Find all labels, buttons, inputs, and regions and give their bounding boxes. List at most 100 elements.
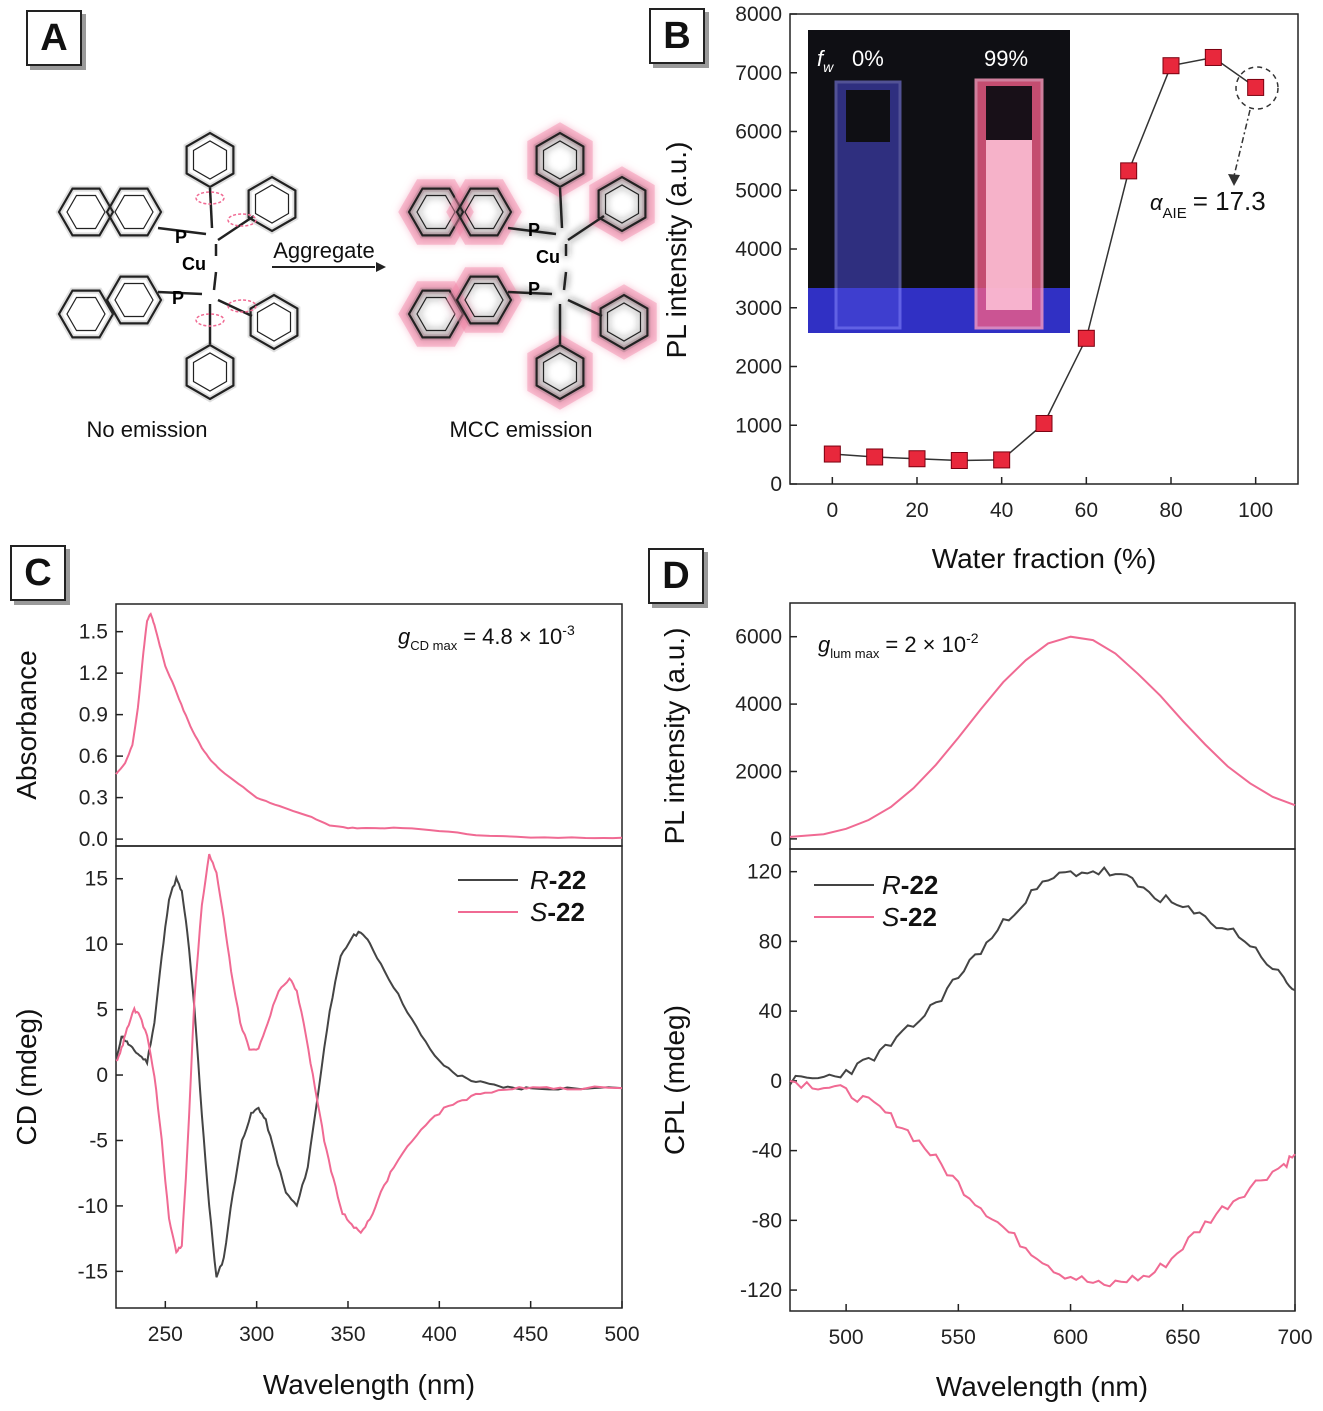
mol-right-ring-glow [446, 267, 522, 333]
annotation-arrow [1233, 109, 1251, 177]
chart-c-bottom-ytick-label: -15 [78, 1260, 108, 1283]
chart-b-ytick-label: 6000 [735, 121, 782, 144]
chart-d-xtick-label: 600 [1053, 1326, 1088, 1349]
mol-right-ring [597, 175, 647, 233]
chart-d-bottom-ytick-label: -80 [752, 1209, 782, 1232]
chart-b-xlabel: Water fraction (%) [932, 543, 1157, 574]
chart-d-bottom-ytick-label: 80 [759, 930, 782, 953]
mol-right-ring-inner [604, 184, 640, 224]
chart-b-data-point [866, 448, 884, 466]
mol-left-ring-inner [66, 296, 106, 332]
inset-99-percent: 99% [984, 46, 1028, 71]
chart-b-data-point [1120, 162, 1138, 180]
chart-b-ytick-label: 4000 [735, 238, 782, 261]
chart-d-bottom-ytick-label: 0 [770, 1070, 782, 1093]
annotation-arrow-head [1228, 174, 1240, 186]
g-lum-annotation: glum max = 2 × 10-2 [818, 630, 979, 661]
chart-b-ytick-label: 8000 [735, 3, 782, 26]
mol-left-ring-inner [192, 352, 228, 392]
mol-right-bond [567, 214, 605, 242]
mol-left-bond [217, 298, 253, 318]
chart-c-xtick-label: 350 [330, 1323, 365, 1346]
chart-d-series-s [789, 1080, 1296, 1288]
chart-b-ytick-label: 0 [770, 473, 782, 496]
chart-b-xtick-label: 80 [1159, 499, 1182, 522]
mol-left-ring-inner [114, 282, 154, 318]
chart-c-bottom-ytick-label: 0 [96, 1064, 108, 1087]
mol-right-ring-glow [589, 166, 655, 242]
legend-label-s-d: S-22 [882, 902, 937, 932]
mol-left-ring-inner [114, 194, 154, 230]
mol-left-ring-inner [256, 302, 292, 342]
mol-left-ring-inner [254, 184, 290, 224]
chart-b-data-point [993, 451, 1011, 469]
chart-c-bottom-ytick-label: 10 [85, 933, 108, 956]
chart-d-xlabel: Wavelength (nm) [936, 1371, 1148, 1402]
chart-c-top-ytick-label: 0.3 [79, 787, 108, 810]
mol-left-bond [208, 187, 214, 229]
chart-c-bottom-ytick-label: -10 [78, 1195, 108, 1218]
mol-right-ring-glow [398, 281, 474, 347]
chart-d-bottom-ylabel: CPL (mdeg) [659, 1005, 690, 1155]
mol-left-bond [157, 226, 207, 236]
inset-0-percent: 0% [852, 46, 884, 71]
mol-left-ring [57, 187, 115, 237]
atom-cu-right: Cu [536, 247, 560, 267]
highlight-circle [1235, 66, 1279, 110]
mol-left-ring [105, 275, 163, 325]
chart-b-data-point [1247, 78, 1265, 96]
mol-left-ring [105, 187, 163, 237]
atom-p-left-bottom: P [172, 288, 184, 308]
aggregate-arrow-head [376, 262, 386, 272]
chart-c-top-ytick-label: 0.6 [79, 745, 108, 768]
mol-left-bond [157, 290, 203, 296]
caption-no-emission: No emission [86, 417, 207, 442]
mol-right-bond [507, 290, 553, 296]
mol-right-bond [567, 298, 603, 318]
atom-p-right-bottom: P [528, 279, 540, 299]
mol-left-rotation-indicator [195, 313, 225, 327]
mol-right-ring [535, 131, 585, 189]
mol-right-ring-glow [591, 284, 657, 360]
mol-right-ring-inner [464, 194, 504, 230]
chart-c-top-ytick-label: 1.5 [79, 621, 108, 644]
chart-d-xtick-label: 700 [1277, 1326, 1312, 1349]
chart-c-top-ylabel: Absorbance [11, 650, 42, 799]
panel-label-c: C [10, 545, 66, 601]
mol-right-ring-inner [542, 352, 578, 392]
chart-c-top-ytick-label: 0.9 [79, 704, 108, 727]
mol-left-bond [217, 214, 255, 242]
mol-right-ring-glow [527, 334, 593, 410]
chart-d-top-ytick-label: 4000 [735, 693, 782, 716]
chart-c-xtick-label: 250 [148, 1323, 183, 1346]
mol-left-ring [185, 343, 235, 401]
chart-d-top-ytick-label: 0 [770, 828, 782, 851]
chart-b-ytick-label: 3000 [735, 297, 782, 320]
chart-b-ylabel: PL intensity (a.u.) [661, 142, 692, 359]
mol-left-ring-inner [192, 140, 228, 180]
chart-c-top-frame [115, 603, 623, 847]
chart-b-data-point [1204, 48, 1222, 66]
mol-left-rotation-indicator [195, 191, 225, 205]
mol-right-ring [455, 187, 513, 237]
panel-label-d: D [648, 548, 704, 604]
chart-d-bottom-ytick-label: -120 [740, 1279, 782, 1302]
chart-c-series-r [115, 874, 623, 1278]
chart-d-series-r [789, 865, 1296, 1086]
aggregate-label: Aggregate [273, 238, 375, 263]
chart-b-data-point [1162, 57, 1180, 75]
panel-a-scheme: Aggregate No emission MCC emission P Cu … [55, 122, 657, 442]
chart-c-xtick-label: 400 [422, 1323, 457, 1346]
legend-label-r-d: R-22 [882, 870, 938, 900]
mol-right-ring [599, 293, 649, 351]
panel-label-b: B [649, 8, 705, 64]
chart-d-top-frame [789, 602, 1296, 850]
chart-b-data-point [950, 452, 968, 469]
chart-c-bottom-ylabel: CD (mdeg) [11, 1009, 42, 1146]
chart-c-series-s [115, 853, 623, 1255]
chart-c-bottom-ytick-label: 15 [85, 868, 108, 891]
mol-left-ring [57, 289, 115, 339]
chart-d-xtick-label: 550 [941, 1326, 976, 1349]
mol-right-ring-inner [606, 302, 642, 342]
chart-c-bottom-ytick-label: 5 [96, 999, 108, 1022]
